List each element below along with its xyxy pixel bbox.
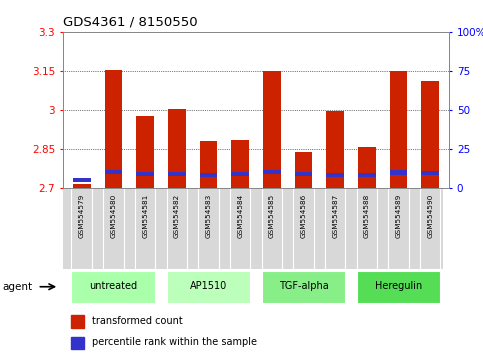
Bar — [327, 173, 344, 177]
Bar — [200, 173, 217, 177]
Text: GSM554585: GSM554585 — [269, 194, 275, 238]
Text: GSM554582: GSM554582 — [174, 194, 180, 238]
Bar — [327, 111, 344, 188]
Bar — [388, 188, 409, 269]
Bar — [358, 147, 376, 188]
Bar — [261, 271, 345, 303]
Text: GSM554580: GSM554580 — [111, 194, 116, 238]
Text: GSM554588: GSM554588 — [364, 194, 370, 238]
Bar — [356, 188, 377, 269]
Text: untreated: untreated — [89, 281, 138, 291]
Text: GSM554579: GSM554579 — [79, 194, 85, 238]
Bar — [200, 141, 217, 188]
Bar — [167, 188, 187, 269]
Text: transformed count: transformed count — [92, 316, 183, 326]
Text: GSM554589: GSM554589 — [396, 194, 401, 238]
Bar — [422, 171, 439, 175]
Bar — [105, 70, 122, 188]
Bar — [136, 172, 154, 176]
Text: percentile rank within the sample: percentile rank within the sample — [92, 337, 257, 347]
Bar — [105, 170, 122, 174]
Bar — [230, 188, 251, 269]
Bar — [73, 178, 90, 182]
Bar — [73, 184, 90, 188]
Bar — [263, 71, 281, 188]
Text: TGF-alpha: TGF-alpha — [279, 281, 328, 291]
Bar — [71, 337, 84, 349]
Bar — [390, 171, 407, 175]
Bar — [420, 188, 440, 269]
Bar — [167, 271, 251, 303]
Bar — [390, 71, 407, 188]
Bar — [356, 271, 440, 303]
Text: GSM554583: GSM554583 — [205, 194, 212, 238]
Text: Heregulin: Heregulin — [375, 281, 422, 291]
Bar — [198, 188, 219, 269]
Bar — [261, 188, 282, 269]
Bar — [263, 170, 281, 175]
Bar — [295, 152, 312, 188]
Bar — [71, 271, 156, 303]
Bar — [293, 188, 314, 269]
Bar — [135, 188, 156, 269]
Bar — [231, 172, 249, 176]
Bar — [358, 173, 376, 177]
Text: GSM554581: GSM554581 — [142, 194, 148, 238]
Bar — [168, 172, 185, 176]
Bar — [168, 109, 185, 188]
Text: AP1510: AP1510 — [190, 281, 227, 291]
Bar — [103, 188, 124, 269]
Bar — [231, 140, 249, 188]
Bar — [136, 116, 154, 188]
Text: GSM554586: GSM554586 — [300, 194, 307, 238]
Text: GSM554590: GSM554590 — [427, 194, 433, 238]
Text: agent: agent — [2, 282, 32, 292]
Bar — [295, 172, 312, 176]
Bar — [71, 315, 84, 328]
Text: GDS4361 / 8150550: GDS4361 / 8150550 — [63, 16, 198, 29]
Text: GSM554584: GSM554584 — [237, 194, 243, 238]
Text: GSM554587: GSM554587 — [332, 194, 338, 238]
Bar — [71, 188, 92, 269]
Bar — [422, 81, 439, 188]
Bar — [325, 188, 345, 269]
